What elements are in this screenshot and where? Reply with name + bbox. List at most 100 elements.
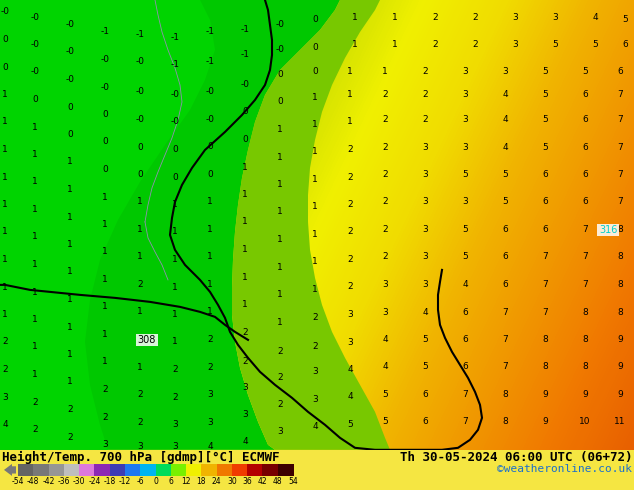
- Text: 9: 9: [542, 417, 548, 426]
- Text: 1: 1: [137, 197, 143, 206]
- Text: 1: 1: [137, 307, 143, 317]
- Text: -24: -24: [88, 477, 101, 487]
- Text: 0: 0: [277, 71, 283, 79]
- Text: 3: 3: [172, 420, 178, 429]
- Text: 7: 7: [542, 308, 548, 318]
- Text: -54: -54: [12, 477, 24, 487]
- Text: 1: 1: [32, 289, 38, 297]
- Text: -0: -0: [171, 91, 179, 99]
- Text: 8: 8: [542, 335, 548, 344]
- Bar: [64, 464, 80, 476]
- Text: 1: 1: [352, 14, 358, 23]
- Text: 5: 5: [422, 362, 428, 371]
- Text: 18: 18: [197, 477, 206, 487]
- Text: 1: 1: [102, 275, 108, 284]
- Bar: [247, 464, 263, 476]
- Text: 8: 8: [617, 252, 623, 261]
- Text: 2: 2: [32, 425, 38, 434]
- Text: 8: 8: [502, 417, 508, 426]
- Text: 0: 0: [102, 110, 108, 120]
- Text: 0: 0: [67, 130, 73, 140]
- Text: 1: 1: [67, 323, 73, 332]
- Text: 1: 1: [32, 150, 38, 159]
- Bar: [202, 464, 217, 476]
- Text: 1: 1: [277, 180, 283, 190]
- Text: -0: -0: [136, 116, 145, 124]
- Text: 0: 0: [207, 171, 213, 179]
- Text: 1: 1: [137, 364, 143, 372]
- Text: 4: 4: [422, 308, 428, 318]
- Text: 0: 0: [153, 477, 158, 487]
- Text: 1: 1: [102, 247, 108, 256]
- Text: 7: 7: [617, 116, 623, 124]
- Text: 3: 3: [462, 116, 468, 124]
- Text: 9: 9: [582, 391, 588, 399]
- Text: 1: 1: [277, 235, 283, 245]
- Text: 2: 2: [2, 366, 8, 374]
- Text: 7: 7: [617, 91, 623, 99]
- Text: 2: 2: [432, 41, 438, 49]
- Bar: [155, 464, 171, 476]
- Text: 8: 8: [582, 308, 588, 318]
- Text: 308: 308: [138, 335, 156, 345]
- Text: 8: 8: [542, 362, 548, 371]
- Text: 2: 2: [347, 173, 353, 182]
- Text: 8: 8: [582, 335, 588, 344]
- Text: 3: 3: [207, 391, 213, 399]
- Text: 0: 0: [2, 35, 8, 45]
- Text: 2: 2: [382, 144, 388, 152]
- Text: 2: 2: [382, 252, 388, 261]
- Text: 1: 1: [2, 255, 8, 265]
- Bar: [110, 464, 126, 476]
- Text: -36: -36: [58, 477, 70, 487]
- Text: 1: 1: [242, 300, 248, 309]
- Text: 2: 2: [472, 41, 478, 49]
- Text: 3: 3: [2, 393, 8, 402]
- Text: 5: 5: [542, 91, 548, 99]
- Text: 1: 1: [312, 175, 318, 184]
- Text: 1: 1: [172, 227, 178, 236]
- Text: 3: 3: [172, 442, 178, 451]
- Text: 1: 1: [32, 260, 38, 270]
- Text: 1: 1: [277, 264, 283, 272]
- Text: 0: 0: [2, 64, 8, 73]
- Text: 1: 1: [32, 177, 38, 186]
- Text: 6: 6: [422, 417, 428, 426]
- Text: 1: 1: [172, 283, 178, 293]
- Text: 7: 7: [502, 335, 508, 344]
- Text: 2: 2: [67, 405, 73, 415]
- Text: 1: 1: [277, 207, 283, 217]
- Text: 2: 2: [312, 314, 318, 322]
- Text: 2: 2: [207, 364, 213, 372]
- Text: 4: 4: [347, 366, 353, 374]
- Text: 3: 3: [462, 197, 468, 206]
- Text: 316: 316: [598, 225, 617, 235]
- Text: 2: 2: [277, 373, 283, 382]
- Text: 2: 2: [102, 385, 108, 394]
- Text: 5: 5: [462, 252, 468, 261]
- Text: 6: 6: [582, 197, 588, 206]
- Text: 6: 6: [582, 171, 588, 179]
- Text: 1: 1: [347, 68, 353, 76]
- Bar: [278, 464, 294, 476]
- Text: ©weatheronline.co.uk: ©weatheronline.co.uk: [497, 464, 632, 474]
- Text: Height/Temp. 700 hPa [gdmp][°C] ECMWF: Height/Temp. 700 hPa [gdmp][°C] ECMWF: [2, 451, 280, 464]
- Bar: [33, 464, 49, 476]
- Text: 2: 2: [382, 225, 388, 234]
- Text: Th 30-05-2024 06:00 UTC (06+72): Th 30-05-2024 06:00 UTC (06+72): [399, 451, 632, 464]
- Text: 9: 9: [617, 391, 623, 399]
- Text: 5: 5: [592, 41, 598, 49]
- Text: 4: 4: [312, 422, 318, 431]
- Text: 1: 1: [312, 285, 318, 294]
- Text: 0: 0: [137, 144, 143, 152]
- Text: -0: -0: [205, 116, 214, 124]
- Text: 1: 1: [2, 173, 8, 182]
- Text: 5: 5: [502, 197, 508, 206]
- Text: 0: 0: [172, 146, 178, 154]
- Text: 1: 1: [32, 123, 38, 132]
- Text: 1: 1: [32, 370, 38, 379]
- Text: -0: -0: [30, 41, 39, 49]
- Text: 2: 2: [422, 91, 428, 99]
- Text: -0: -0: [30, 14, 39, 23]
- Text: 6: 6: [462, 335, 468, 344]
